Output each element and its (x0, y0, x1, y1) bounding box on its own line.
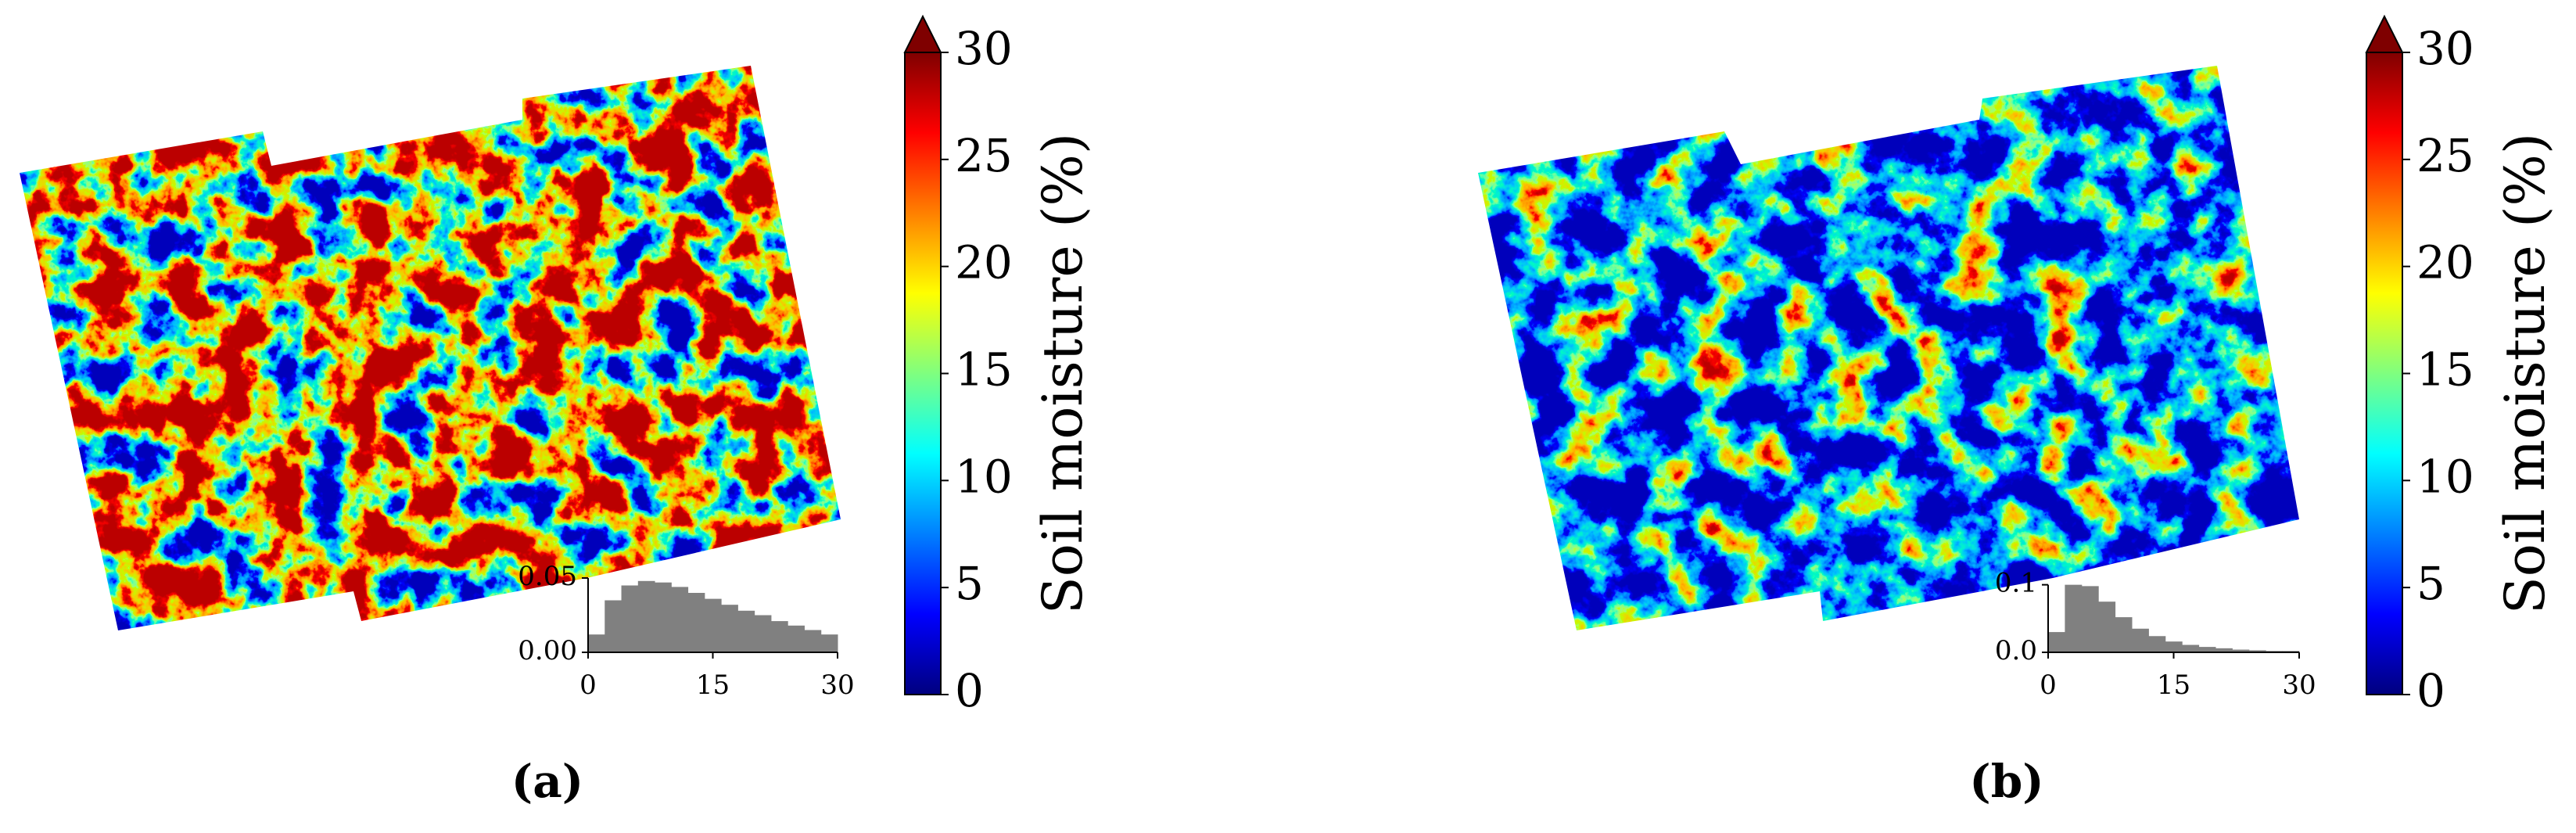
inset-y-tick-label: 0.05 (518, 561, 577, 592)
colorbar-tick-label: 20 (2416, 236, 2474, 289)
histogram-bar (704, 598, 722, 652)
histogram-bar (2215, 648, 2233, 652)
colorbar-extend (2365, 14, 2404, 53)
histogram-bar (2198, 647, 2216, 652)
colorbar-label: Soil moisture (%) (1031, 133, 1095, 614)
histogram-bar (621, 585, 639, 652)
caption: (b) (1969, 755, 2043, 808)
histogram-bar (754, 615, 772, 652)
colorbar (2366, 52, 2403, 695)
histogram-bar (721, 605, 738, 652)
colorbar-tick-label: 20 (955, 236, 1013, 289)
histogram-bar (2232, 649, 2250, 652)
colorbar-tick-label: 5 (955, 557, 984, 610)
histogram-bar (2148, 636, 2166, 652)
histogram-bar (737, 610, 755, 652)
inset-y-tick-label: 0.00 (518, 635, 577, 666)
histogram-bar (605, 600, 622, 652)
histogram-bar (588, 634, 605, 652)
inset-x-tick-label: 0 (579, 670, 597, 701)
histogram-bar (687, 593, 705, 652)
histogram-bar (820, 634, 838, 652)
colorbar-tick-label: 0 (2416, 664, 2445, 717)
histogram-bar (804, 630, 822, 652)
inset-x-tick-label: 15 (696, 670, 730, 701)
inset-x-tick-label: 0 (2040, 670, 2057, 701)
histogram-bar (2098, 601, 2116, 652)
colorbar-tick-label: 10 (2416, 450, 2474, 503)
histogram-bar (2081, 586, 2099, 652)
map-image (1478, 66, 2299, 630)
histogram-bar (2132, 628, 2149, 652)
histogram-bar (655, 582, 672, 652)
colorbar-tick-label: 15 (955, 343, 1013, 397)
histogram-bar (2065, 584, 2083, 652)
histogram-bar (637, 580, 655, 652)
colorbar-tick-label: 10 (955, 450, 1013, 503)
caption: (a) (511, 755, 583, 808)
colorbar-tick-label: 5 (2416, 557, 2445, 610)
histogram-bar (2248, 650, 2266, 652)
histogram-bar (770, 621, 788, 652)
histogram-bar (671, 587, 689, 652)
colorbar-tick-label: 30 (2416, 22, 2474, 75)
histogram-bar (788, 625, 805, 652)
colorbar-tick-label: 0 (955, 664, 984, 717)
colorbar-extend (903, 14, 942, 53)
inset-y-tick-label: 0.1 (1995, 568, 2037, 599)
colorbar-tick-label: 25 (2416, 129, 2474, 182)
histogram-bar (2115, 617, 2133, 652)
colorbar-label: Soil moisture (%) (2493, 133, 2557, 614)
inset-x-tick-label: 30 (820, 670, 854, 701)
colorbar-tick-label: 25 (955, 129, 1013, 182)
inset-y-tick-label: 0.0 (1995, 635, 2037, 666)
map-image (20, 66, 841, 630)
colorbar-tick-label: 15 (2416, 343, 2474, 397)
histogram-bar (2048, 632, 2065, 652)
colorbar (904, 52, 942, 695)
histogram-bar (2165, 641, 2183, 652)
inset-x-tick-label: 30 (2282, 670, 2316, 701)
colorbar-tick-label: 30 (955, 22, 1013, 75)
inset-x-tick-label: 15 (2157, 670, 2190, 701)
histogram-bar (2182, 644, 2200, 652)
